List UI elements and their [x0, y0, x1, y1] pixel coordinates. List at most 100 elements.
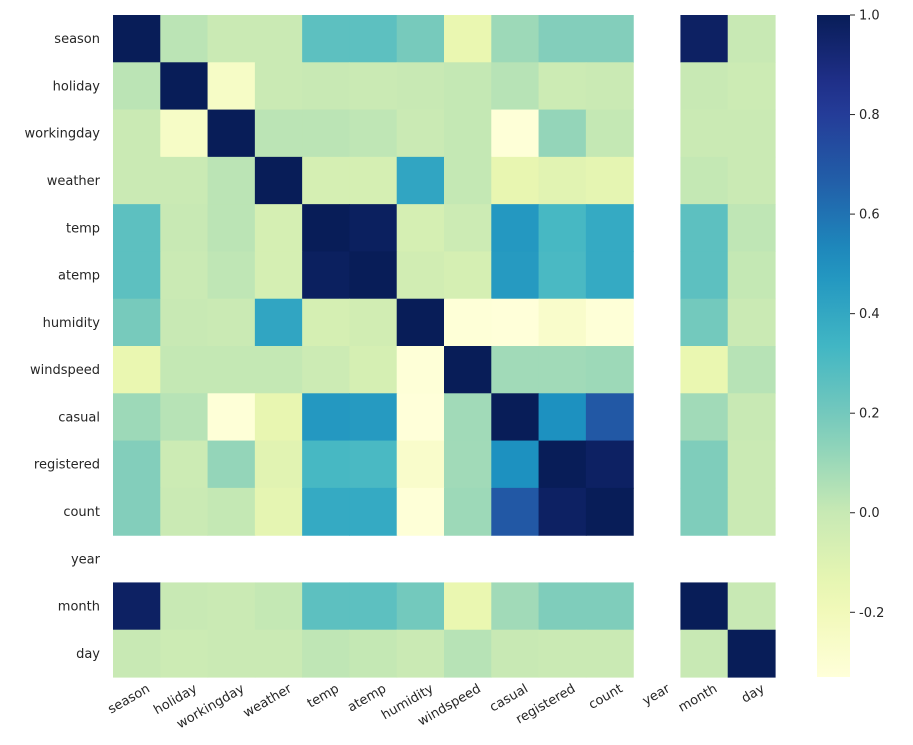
heatmap-cell-day-windspeed — [444, 629, 492, 678]
y-tick-label-workingday: workingday — [25, 127, 101, 142]
heatmap-cell-atemp-humidity — [396, 251, 445, 300]
heatmap-cell-month-holiday — [160, 582, 209, 631]
heatmap-cell-season-workingday — [207, 15, 256, 63]
heatmap-cell-count-windspeed — [444, 487, 492, 536]
heatmap-cell-day-humidity — [396, 629, 445, 678]
y-tick-label-day: day — [76, 647, 100, 662]
heatmap-cell-workingday-count — [585, 109, 634, 158]
heatmap-cell-weather-season — [113, 156, 161, 205]
heatmap-cell-count-atemp — [349, 487, 398, 536]
heatmap-cell-weather-atemp — [349, 156, 398, 205]
heatmap-cell-month-registered — [538, 582, 587, 631]
heatmap-cell-registered-temp — [302, 440, 351, 489]
y-tick-label-month: month — [58, 600, 100, 615]
y-tick-label-season: season — [54, 32, 100, 47]
heatmap-cell-holiday-atemp — [349, 62, 398, 111]
heatmap-cell-windspeed-registered — [538, 346, 587, 394]
heatmap-cell-registered-windspeed — [444, 440, 492, 489]
heatmap-cell-month-weather — [254, 582, 303, 631]
heatmap-cell-casual-weather — [254, 393, 303, 442]
y-axis-tick-labels: season holiday workingday weather temp atemp h… — [25, 32, 101, 662]
heatmap-cell-weather-windspeed — [444, 156, 492, 205]
heatmap-cell-month-atemp — [349, 582, 398, 631]
x-tick-label-season: season — [106, 681, 153, 717]
heatmap-cell-season-weather — [254, 15, 303, 63]
heatmap-cell-weather-holiday — [160, 156, 209, 205]
heatmap-cell-workingday-temp — [302, 109, 351, 158]
heatmap-cells — [113, 15, 776, 678]
heatmap-cell-season-season — [113, 15, 161, 63]
y-tick-label-weather: weather — [47, 174, 101, 189]
heatmap-cell-registered-atemp — [349, 440, 398, 489]
heatmap-cell-day-month — [680, 629, 729, 678]
heatmap-cell-casual-count — [585, 393, 634, 442]
heatmap-cell-weather-casual — [491, 156, 540, 205]
colorbar-tick-label: 0.4 — [859, 307, 880, 322]
heatmap-cell-temp-day — [727, 204, 776, 253]
heatmap-cell-windspeed-weather — [254, 346, 303, 394]
heatmap-cell-workingday-day — [727, 109, 776, 158]
heatmap-cell-month-workingday — [207, 582, 256, 631]
heatmap-cell-temp-month — [680, 204, 729, 253]
heatmap-cell-casual-temp — [302, 393, 351, 442]
heatmap-cell-count-count — [585, 487, 634, 536]
heatmap-cell-workingday-holiday — [160, 109, 209, 158]
heatmap-cell-month-casual — [491, 582, 540, 631]
heatmap-cell-count-casual — [491, 487, 540, 536]
heatmap-cell-month-humidity — [396, 582, 445, 631]
heatmap-cell-holiday-weather — [254, 62, 303, 111]
heatmap-cell-season-casual — [491, 15, 540, 63]
heatmap-cell-humidity-casual — [491, 298, 540, 347]
x-tick-label-day: day — [739, 681, 767, 706]
heatmap-cell-count-temp — [302, 487, 351, 536]
x-tick-label-month: month — [676, 681, 720, 715]
heatmap-cell-weather-temp — [302, 156, 351, 205]
heatmap-cell-weather-count — [585, 156, 634, 205]
heatmap-cell-humidity-windspeed — [444, 298, 492, 347]
heatmap-cell-count-workingday — [207, 487, 256, 536]
heatmap-cell-temp-season — [113, 204, 161, 253]
heatmap-cell-count-holiday — [160, 487, 209, 536]
heatmap-cell-workingday-casual — [491, 109, 540, 158]
heatmap-cell-workingday-registered — [538, 109, 587, 158]
heatmap-cell-holiday-casual — [491, 62, 540, 111]
heatmap-cell-humidity-weather — [254, 298, 303, 347]
heatmap-cell-humidity-count — [585, 298, 634, 347]
heatmap-cell-holiday-day — [727, 62, 776, 111]
heatmap-cell-registered-count — [585, 440, 634, 489]
heatmap-cell-season-holiday — [160, 15, 209, 63]
heatmap-cell-weather-month — [680, 156, 729, 205]
heatmap-cell-casual-month — [680, 393, 729, 442]
heatmap-cell-temp-holiday — [160, 204, 209, 253]
heatmap-cell-count-season — [113, 487, 161, 536]
heatmap-cell-count-month — [680, 487, 729, 536]
heatmap-cell-atemp-registered — [538, 251, 587, 300]
heatmap-cell-day-day — [727, 629, 776, 678]
colorbar-ticks: 1.0 0.8 0.6 0.4 0.2 0.0 -0.2 — [850, 9, 884, 621]
heatmap-cell-humidity-holiday — [160, 298, 209, 347]
heatmap-cell-workingday-humidity — [396, 109, 445, 158]
heatmap-cell-atemp-season — [113, 251, 161, 300]
heatmap-cell-day-season — [113, 629, 161, 678]
heatmap-cell-count-weather — [254, 487, 303, 536]
y-tick-label-windspeed: windspeed — [30, 363, 100, 378]
heatmap-cell-atemp-day — [727, 251, 776, 300]
heatmap-cell-holiday-holiday — [160, 62, 209, 111]
x-tick-label-count: count — [586, 681, 625, 712]
heatmap-cell-holiday-month — [680, 62, 729, 111]
heatmap-cell-day-workingday — [207, 629, 256, 678]
heatmap-cell-count-humidity — [396, 487, 445, 536]
heatmap-cell-holiday-registered — [538, 62, 587, 111]
heatmap-cell-workingday-workingday — [207, 109, 256, 158]
heatmap-cell-day-temp — [302, 629, 351, 678]
heatmap-cell-temp-workingday — [207, 204, 256, 253]
heatmap-cell-atemp-casual — [491, 251, 540, 300]
x-tick-label-weather: weather — [241, 681, 295, 721]
heatmap-cell-registered-month — [680, 440, 729, 489]
heatmap-cell-windspeed-day — [727, 346, 776, 394]
heatmap-cell-day-atemp — [349, 629, 398, 678]
heatmap-cell-casual-workingday — [207, 393, 256, 442]
heatmap-cell-workingday-month — [680, 109, 729, 158]
y-tick-label-humidity: humidity — [43, 316, 101, 331]
heatmap-cell-holiday-workingday — [207, 62, 256, 111]
